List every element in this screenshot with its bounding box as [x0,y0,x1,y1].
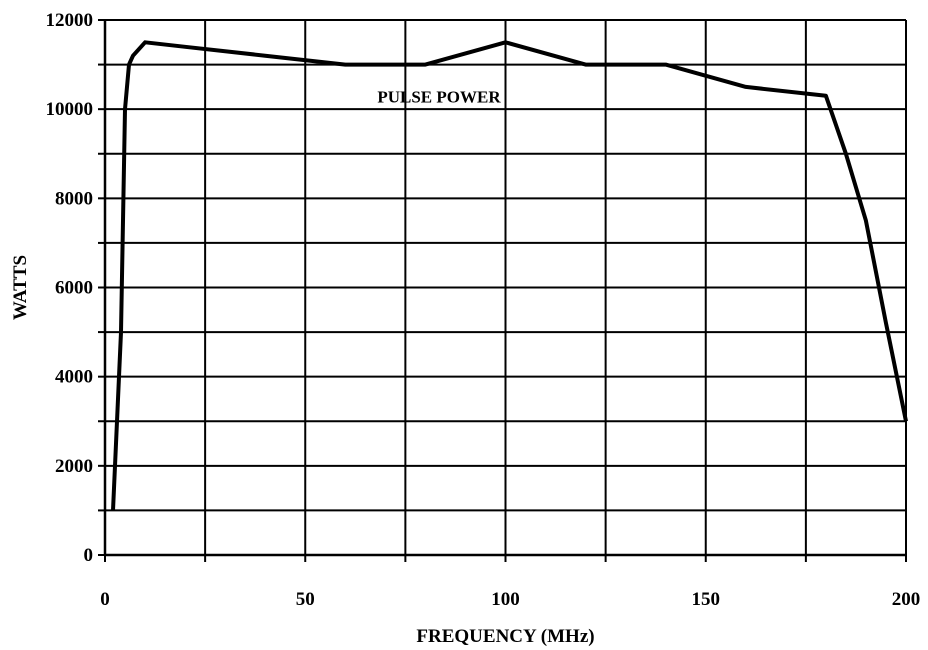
y-tick-label: 12000 [46,10,94,31]
x-axis-title: FREQUENCY (MHz) [416,626,594,647]
x-tick-label: 200 [892,589,921,610]
x-tick-label: 100 [491,589,520,610]
grid [105,20,906,555]
y-tick-label: 0 [84,545,94,566]
y-tick-label: 10000 [46,99,94,120]
x-tick-label: 50 [296,589,315,610]
axes [98,19,907,562]
y-axis-title: WATTS [10,255,31,320]
y-tick-label: 8000 [55,188,93,209]
x-tick-label: 150 [692,589,721,610]
x-tick-label: 0 [100,589,110,610]
y-tick-label: 6000 [55,278,93,299]
annotation-pulse-power: PULSE POWER [377,87,501,106]
tick-labels: 0 2000 4000 6000 8000 10000 12000 0 50 100 150 200 [46,10,921,610]
y-tick-label: 2000 [55,456,93,477]
series-line [111,40,908,511]
y-tick-label: 4000 [55,367,93,388]
